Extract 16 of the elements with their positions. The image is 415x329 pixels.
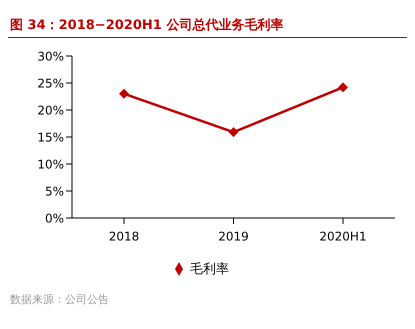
y-tick-label: 10% [37,157,64,172]
x-tick-label: 2020H1 [319,230,367,244]
y-tick-label: 15% [37,130,64,144]
legend-label: 毛利率 [190,262,229,277]
y-tick-label: 5% [44,184,64,198]
point [338,82,348,92]
chart-title: 图 34：2018−2020H1 公司总代业务毛利率 [8,8,407,38]
point [119,88,129,99]
y-tick-label: 0% [44,211,64,226]
y-tick-label: 30% [37,49,64,64]
x-tick-label: 2018 [108,230,140,244]
x-tick-label: 2019 [218,230,249,244]
y-tick-label: 20% [37,103,64,118]
source-note: 数据来源：公司公告 [9,292,110,307]
point [228,127,238,138]
y-tick-label: 25% [37,76,64,90]
